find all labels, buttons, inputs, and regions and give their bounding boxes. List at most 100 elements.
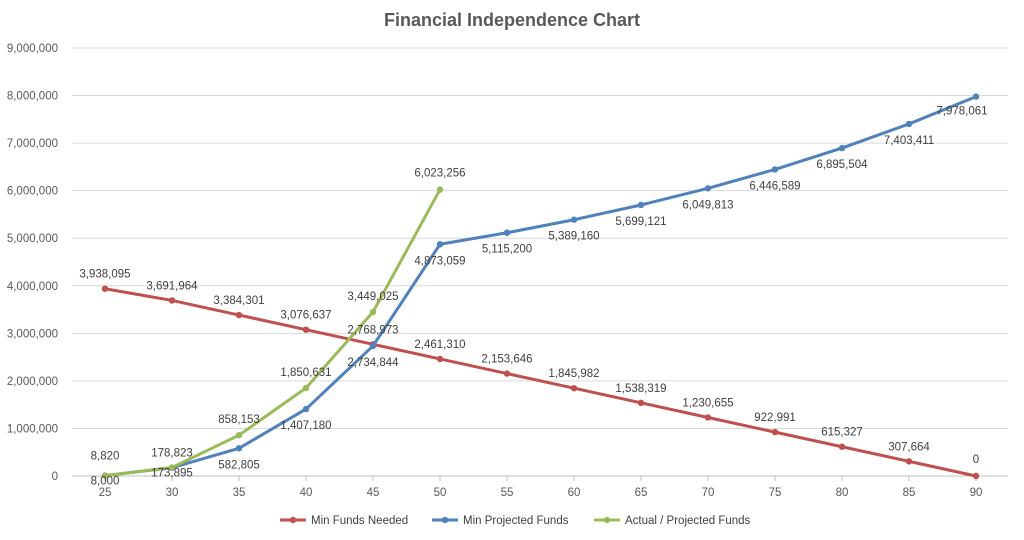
legend: Min Funds Needed Min Projected Funds Actua… bbox=[280, 515, 751, 527]
grid-lines bbox=[72, 47, 1008, 477]
data-point bbox=[436, 241, 444, 248]
data-point bbox=[637, 201, 645, 209]
y-tick-label: 9,000,000 bbox=[7, 43, 58, 55]
series-lines bbox=[101, 93, 980, 480]
x-tick-label: 35 bbox=[233, 487, 246, 499]
data-label: 582,805 bbox=[218, 459, 260, 471]
data-point bbox=[436, 186, 444, 193]
y-tick-label: 5,000,000 bbox=[7, 233, 58, 245]
legend-marker bbox=[603, 516, 611, 524]
legend-marker bbox=[441, 516, 449, 524]
data-label: 6,446,589 bbox=[749, 180, 800, 192]
legend-entry: Min Funds Needed bbox=[311, 515, 408, 527]
x-tick-label: 65 bbox=[635, 487, 648, 499]
data-label: 3,384,301 bbox=[213, 295, 264, 307]
data-label: 6,049,813 bbox=[682, 199, 733, 211]
data-point bbox=[369, 308, 377, 316]
data-point bbox=[436, 355, 444, 363]
data-label: 3,938,095 bbox=[79, 269, 130, 281]
data-label: 8,820 bbox=[91, 451, 120, 463]
x-tick-label: 50 bbox=[434, 487, 447, 499]
data-point bbox=[570, 385, 578, 392]
data-point bbox=[235, 445, 243, 452]
x-tick-label: 30 bbox=[166, 487, 179, 499]
data-label: 5,389,160 bbox=[548, 231, 599, 243]
data-labels: 3,938,095 3,691,964 3,384,301 3,076,637 2,76… bbox=[79, 106, 987, 488]
data-label: 3,076,637 bbox=[280, 310, 331, 322]
data-label: 2,153,646 bbox=[481, 354, 532, 366]
x-tick-label: 45 bbox=[367, 487, 380, 499]
y-tick-label: 3,000,000 bbox=[7, 328, 58, 340]
data-label: 178,823 bbox=[151, 447, 193, 459]
data-point bbox=[235, 311, 243, 319]
y-tick-label: 4,000,000 bbox=[7, 281, 58, 293]
data-point bbox=[302, 326, 310, 333]
data-label: 2,734,844 bbox=[347, 357, 399, 369]
x-tick-label: 70 bbox=[702, 487, 715, 499]
x-tick-label: 25 bbox=[99, 487, 112, 499]
series-line-2 bbox=[103, 95, 978, 478]
data-label: 6,023,256 bbox=[414, 168, 465, 180]
y-tick-label: 6,000,000 bbox=[7, 186, 58, 198]
data-label: 858,153 bbox=[218, 414, 260, 426]
data-point bbox=[704, 414, 712, 421]
chart-title: Financial Independence Chart bbox=[384, 10, 640, 30]
data-point bbox=[302, 405, 310, 413]
data-label: 8,000 bbox=[91, 476, 120, 488]
data-point bbox=[972, 93, 980, 100]
data-point bbox=[905, 458, 913, 465]
x-tick-label: 90 bbox=[970, 487, 983, 499]
data-label: 5,699,121 bbox=[615, 216, 666, 228]
data-point bbox=[838, 443, 846, 450]
data-label: 7,978,061 bbox=[936, 106, 987, 118]
data-label: 2,461,310 bbox=[414, 339, 465, 351]
y-tick-label: 1,000,000 bbox=[7, 423, 58, 435]
data-point bbox=[302, 384, 310, 392]
data-label: 1,845,982 bbox=[548, 368, 599, 380]
legend-entry: Actual / Projected Funds bbox=[625, 515, 751, 527]
data-label: 7,403,411 bbox=[884, 135, 934, 147]
axes: 0 1,000,000 2,000,000 3,000,000 4,000,000 5,0… bbox=[7, 43, 983, 499]
x-tick-label: 60 bbox=[568, 487, 581, 499]
data-label: 6,895,504 bbox=[816, 159, 868, 171]
data-label: 3,449,025 bbox=[347, 291, 398, 303]
y-tick-label: 0 bbox=[52, 471, 58, 483]
data-label: 173,895 bbox=[151, 468, 193, 480]
data-label: 1,850,631 bbox=[280, 367, 331, 379]
legend-entry: Min Projected Funds bbox=[463, 515, 569, 527]
data-label: 3,691,964 bbox=[146, 280, 198, 292]
data-point bbox=[905, 120, 913, 128]
data-point bbox=[101, 285, 109, 292]
y-tick-label: 8,000,000 bbox=[7, 91, 58, 103]
series-line-1 bbox=[103, 287, 978, 478]
x-tick-label: 75 bbox=[769, 487, 782, 499]
data-label: 2,768,973 bbox=[347, 324, 398, 336]
x-tick-label: 40 bbox=[300, 487, 313, 499]
data-label: 1,538,319 bbox=[615, 383, 666, 395]
data-point bbox=[369, 342, 377, 350]
data-point bbox=[704, 185, 712, 192]
data-point bbox=[637, 399, 645, 407]
data-label: 5,115,200 bbox=[482, 244, 532, 256]
data-label: 1,407,180 bbox=[280, 420, 331, 432]
x-tick-label: 55 bbox=[501, 487, 514, 499]
data-point bbox=[838, 144, 846, 152]
data-label: 922,991 bbox=[754, 412, 796, 424]
legend-marker bbox=[289, 516, 297, 524]
y-tick-label: 2,000,000 bbox=[7, 376, 58, 388]
data-label: 4,873,059 bbox=[414, 255, 465, 267]
y-tick-label: 7,000,000 bbox=[7, 138, 58, 150]
x-tick-label: 80 bbox=[836, 487, 849, 499]
data-point bbox=[972, 472, 980, 480]
data-point bbox=[570, 216, 578, 223]
data-point bbox=[503, 370, 511, 377]
data-label: 0 bbox=[973, 454, 979, 466]
x-tick-label: 85 bbox=[903, 487, 916, 499]
data-label: 1,230,655 bbox=[682, 397, 733, 409]
data-point bbox=[101, 472, 109, 479]
data-point bbox=[771, 428, 779, 436]
data-point bbox=[168, 297, 176, 304]
data-label: 615,327 bbox=[821, 427, 863, 439]
